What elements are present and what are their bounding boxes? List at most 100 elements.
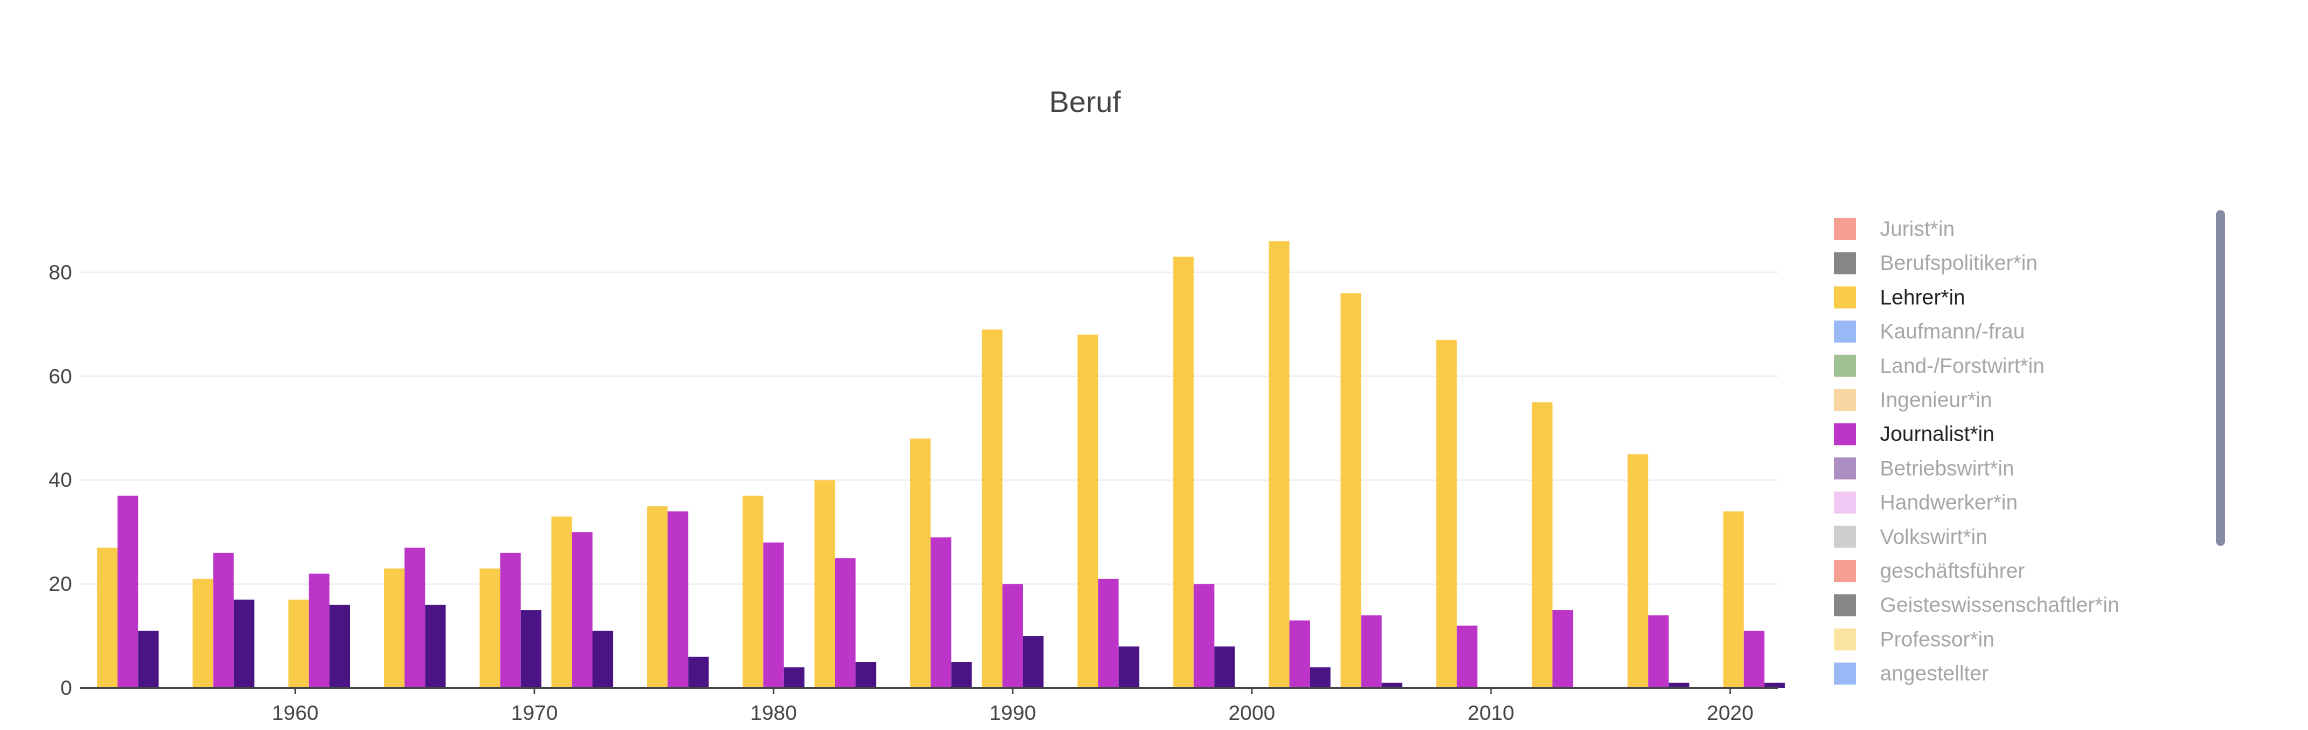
bar[interactable] (1309, 667, 1331, 688)
y-tick-label: 40 (49, 469, 72, 492)
bar[interactable] (1289, 620, 1310, 688)
legend-item[interactable]: Land-/Forstwirt*in (1834, 354, 2045, 378)
legend-swatch[interactable] (1834, 457, 1856, 480)
bar[interactable] (329, 604, 351, 688)
bar[interactable] (1118, 646, 1140, 688)
bar[interactable] (383, 568, 405, 689)
bar[interactable] (783, 667, 805, 688)
bar[interactable] (233, 599, 255, 688)
bar[interactable] (1531, 402, 1553, 688)
bar[interactable] (1648, 615, 1669, 688)
bar[interactable] (551, 516, 572, 688)
legend-label[interactable]: Volkswirt*in (1880, 526, 1987, 549)
bar[interactable] (479, 568, 501, 689)
legend-item[interactable]: Handwerker*in (1834, 491, 2018, 515)
legend-item[interactable]: angestellter (1834, 662, 1989, 686)
legend-swatch[interactable] (1834, 525, 1856, 548)
bar[interactable] (425, 604, 446, 688)
bar[interactable] (404, 547, 426, 688)
legend-swatch[interactable] (1834, 594, 1856, 617)
legend[interactable]: Jurist*in Berufspolitiker*in Lehrer*in Kauf… (1834, 218, 2119, 686)
legend-item[interactable]: Ingenieur*in (1834, 389, 1992, 412)
legend-item[interactable]: Lehrer*in (1834, 286, 1965, 309)
legend-label[interactable]: Ingenieur*in (1880, 389, 1992, 412)
bar[interactable] (910, 438, 931, 688)
bar[interactable] (1193, 584, 1215, 688)
legend-label[interactable]: Handwerker*in (1880, 492, 2018, 515)
bar[interactable] (742, 495, 764, 688)
legend-swatch[interactable] (1834, 218, 1856, 240)
bar[interactable] (951, 662, 972, 688)
legend-swatch[interactable] (1834, 252, 1856, 275)
legend-swatch[interactable] (1834, 491, 1856, 514)
legend-label[interactable]: Berufspolitiker*in (1880, 252, 2038, 275)
bar[interactable] (667, 511, 689, 688)
bar[interactable] (855, 662, 877, 688)
bar[interactable] (1077, 334, 1099, 688)
bar[interactable] (1764, 682, 1785, 688)
bar[interactable] (1552, 610, 1574, 688)
bar[interactable] (500, 552, 521, 688)
legend-swatch[interactable] (1834, 423, 1856, 446)
bar[interactable] (814, 480, 836, 688)
bar[interactable] (1456, 625, 1478, 688)
legend-label[interactable]: Kaufmann/-frau (1880, 321, 2025, 344)
bar[interactable] (688, 656, 709, 688)
bar[interactable] (520, 610, 542, 688)
bar[interactable] (1098, 578, 1119, 688)
legend-swatch[interactable] (1834, 286, 1856, 309)
bar[interactable] (1381, 682, 1403, 688)
legend-item[interactable]: geschäftsführer (1834, 560, 2025, 583)
bar[interactable] (192, 578, 214, 688)
legend-swatch[interactable] (1834, 628, 1856, 651)
legend-swatch[interactable] (1834, 354, 1856, 377)
legend-item[interactable]: Kaufmann/-frau (1834, 320, 2025, 344)
bar[interactable] (1340, 293, 1362, 688)
legend-scrollbar[interactable] (2216, 210, 2225, 546)
bar[interactable] (213, 552, 234, 688)
legend-label[interactable]: Journalist*in (1880, 423, 1994, 446)
bar[interactable] (1173, 256, 1194, 688)
legend-label[interactable]: geschäftsführer (1880, 560, 2025, 583)
legend-item[interactable]: Journalist*in (1834, 423, 1994, 446)
legend-item[interactable]: Volkswirt*in (1834, 525, 1987, 549)
legend-label[interactable]: Geisteswissenschaftler*in (1880, 594, 2119, 617)
bar[interactable] (930, 537, 952, 688)
legend-label[interactable]: Professor*in (1880, 628, 1994, 651)
legend-item[interactable]: Professor*in (1834, 628, 1994, 651)
bar[interactable] (1268, 241, 1290, 688)
bar[interactable] (592, 630, 614, 688)
bar[interactable] (1022, 636, 1044, 688)
legend-item[interactable]: Betriebswirt*in (1834, 457, 2014, 480)
legend-swatch[interactable] (1834, 560, 1856, 582)
bar[interactable] (288, 599, 309, 688)
bar[interactable] (647, 506, 668, 688)
legend-swatch[interactable] (1834, 389, 1856, 411)
bar[interactable] (835, 558, 856, 688)
bar[interactable] (308, 573, 330, 688)
legend-label[interactable]: Jurist*in (1880, 218, 1955, 241)
legend-item[interactable]: Berufspolitiker*in (1834, 252, 2038, 275)
bar[interactable] (1436, 339, 1457, 688)
legend-swatch[interactable] (1834, 662, 1856, 685)
legend-label[interactable]: Land-/Forstwirt*in (1880, 355, 2045, 378)
legend-swatch[interactable] (1834, 320, 1856, 343)
bar[interactable] (1214, 646, 1235, 688)
bar[interactable] (117, 495, 139, 688)
legend-label[interactable]: Lehrer*in (1880, 286, 1965, 309)
bar[interactable] (1723, 511, 1744, 688)
bar[interactable] (1361, 615, 1382, 688)
bar[interactable] (981, 329, 1003, 689)
bar[interactable] (96, 547, 118, 688)
legend-item[interactable]: Geisteswissenschaftler*in (1834, 594, 2119, 617)
bar[interactable] (763, 542, 784, 688)
legend-label[interactable]: Betriebswirt*in (1880, 457, 2014, 480)
bar[interactable] (1743, 630, 1765, 688)
legend-item[interactable]: Jurist*in (1834, 218, 1955, 241)
bar[interactable] (1668, 682, 1690, 688)
legend-label[interactable]: angestellter (1880, 663, 1989, 686)
bar[interactable] (1627, 454, 1649, 688)
bar[interactable] (138, 630, 159, 688)
bar[interactable] (571, 532, 593, 688)
bar[interactable] (1002, 584, 1023, 688)
